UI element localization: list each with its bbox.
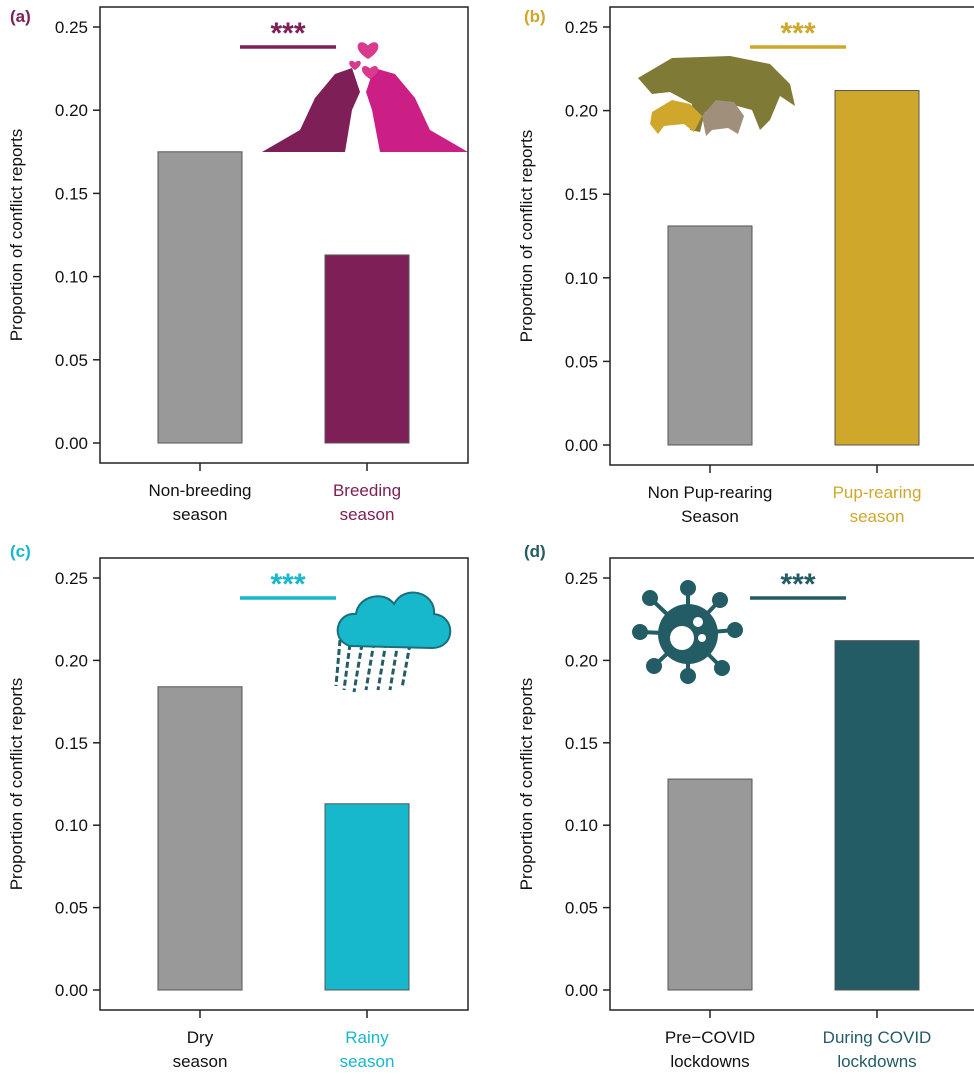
y-tick-label: 0.10: [55, 268, 88, 287]
y-tick-label: 0.00: [565, 981, 598, 1000]
significance-marker: ***: [780, 17, 815, 50]
plot-frame: [99, 6, 469, 464]
significance-marker: ***: [270, 568, 305, 601]
y-tick-label: 0.25: [55, 18, 88, 37]
x-tick-label: Dry season: [173, 1028, 228, 1071]
panel-label: (b): [524, 7, 546, 26]
rain-cloud-icon: [334, 591, 452, 693]
bar: [324, 254, 410, 444]
plot-frame: [609, 557, 974, 1011]
x-tick-label: Non Pup-rearing Season: [648, 483, 773, 526]
plot-frame: [99, 557, 469, 1011]
coyote-with-pups-icon: [638, 56, 795, 136]
y-tick-label: 0.05: [565, 352, 598, 371]
y-tick-label: 0.20: [565, 102, 598, 121]
y-axis-label: Proportion of conflict reports: [517, 678, 536, 891]
x-tick-label: Pup-rearing season: [833, 483, 922, 526]
virus-icon: [632, 580, 743, 684]
y-tick-label: 0.15: [565, 734, 598, 753]
chart-panel-1: (a) 0.00 0.05 0.10 0.15 0.20 0.25 Proportion of…: [7, 6, 469, 524]
y-axis-label: Proportion of conflict reports: [517, 130, 536, 343]
y-tick-label: 0.15: [55, 734, 88, 753]
chart-panel-4: (d) 0.00 0.05 0.10 0.15 0.20 0.25 Proportion of…: [517, 542, 974, 1071]
y-tick-label: 0.05: [55, 351, 88, 370]
bar: [834, 90, 920, 446]
y-tick-label: 0.25: [55, 569, 88, 588]
x-tick-label: Pre−COVID lockdowns: [665, 1028, 755, 1071]
chart-panel-3: (c) 0.00 0.05 0.10 0.15 0.20 0.25 Proportion of…: [7, 542, 469, 1071]
y-tick-label: 0.10: [565, 816, 598, 835]
bar: [324, 803, 410, 991]
chart-panel-2: (b) 0.00 0.05 0.10 0.15 0.20 0.25 Proportion of…: [517, 6, 974, 526]
y-tick-label: 0.00: [55, 434, 88, 453]
y-tick-label: 0.05: [55, 899, 88, 918]
y-tick-label: 0.15: [55, 184, 88, 203]
bar: [667, 778, 753, 991]
significance-marker: ***: [270, 17, 305, 50]
bar: [157, 686, 243, 991]
y-tick-label: 0.20: [55, 101, 88, 120]
x-tick-label: Non-breeding season: [148, 481, 251, 524]
plot-frame: [609, 6, 974, 466]
y-axis-label: Proportion of conflict reports: [7, 678, 26, 891]
y-tick-label: 0.20: [55, 651, 88, 670]
y-tick-label: 0.20: [565, 651, 598, 670]
panel-label: (a): [10, 7, 31, 26]
wolf-pair-hearts-icon: [262, 42, 468, 152]
x-tick-label: Breeding season: [333, 481, 401, 524]
significance-marker: ***: [780, 568, 815, 601]
panel-label: (c): [10, 542, 31, 561]
y-tick-label: 0.10: [565, 269, 598, 288]
y-tick-label: 0.00: [55, 981, 88, 1000]
y-tick-label: 0.25: [565, 18, 598, 37]
x-tick-label: During COVID lockdowns: [823, 1028, 932, 1071]
bar: [834, 640, 920, 991]
x-tick-label: Rainy season: [340, 1028, 395, 1071]
y-tick-label: 0.10: [55, 816, 88, 835]
y-tick-label: 0.05: [565, 899, 598, 918]
y-tick-label: 0.25: [565, 569, 598, 588]
bar: [667, 225, 753, 446]
y-tick-label: 0.00: [565, 436, 598, 455]
bar: [157, 151, 243, 444]
y-tick-label: 0.15: [565, 185, 598, 204]
panel-label: (d): [524, 542, 546, 561]
y-axis-label: Proportion of conflict reports: [7, 129, 26, 342]
